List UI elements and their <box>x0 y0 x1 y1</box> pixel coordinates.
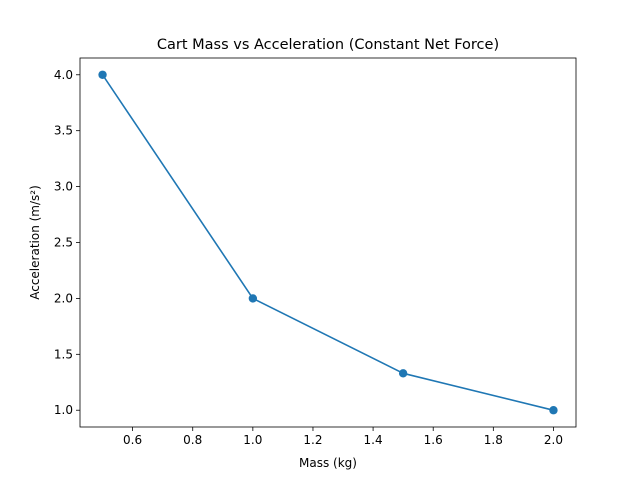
x-tick-label: 0.8 <box>183 433 202 447</box>
x-tick-label: 1.0 <box>243 433 262 447</box>
x-tick-label: 0.6 <box>123 433 142 447</box>
x-tick-label: 1.2 <box>303 433 322 447</box>
y-tick-label: 1.5 <box>54 347 73 361</box>
y-tick-label: 1.0 <box>54 403 73 417</box>
data-point-marker <box>549 406 558 415</box>
y-tick-label: 2.5 <box>54 236 73 250</box>
x-tick-label: 2.0 <box>544 433 563 447</box>
y-tick-label: 4.0 <box>54 68 73 82</box>
chart-title: Cart Mass vs Acceleration (Constant Net … <box>157 37 499 53</box>
x-tick-label: 1.8 <box>484 433 503 447</box>
y-tick-label: 3.0 <box>54 180 73 194</box>
x-axis-label: Mass (kg) <box>299 456 357 470</box>
data-point-marker <box>98 70 107 79</box>
data-point-marker <box>398 369 408 378</box>
y-tick-label: 3.5 <box>54 124 73 138</box>
data-point-marker <box>248 294 258 303</box>
x-tick-label: 1.6 <box>424 433 443 447</box>
series-line <box>101 73 555 412</box>
y-tick-label: 2.0 <box>54 291 73 305</box>
y-axis: 1.0 1.5 2.0 2.5 3.0 3.5 4.0 <box>54 68 80 417</box>
y-axis-label: Acceleration (m/s²) <box>28 185 42 300</box>
x-tick-label: 1.4 <box>364 433 383 447</box>
x-axis: 0.6 0.8 1.0 1.2 1.4 1.6 1.8 2.0 <box>123 427 563 447</box>
series-layer <box>98 70 558 415</box>
